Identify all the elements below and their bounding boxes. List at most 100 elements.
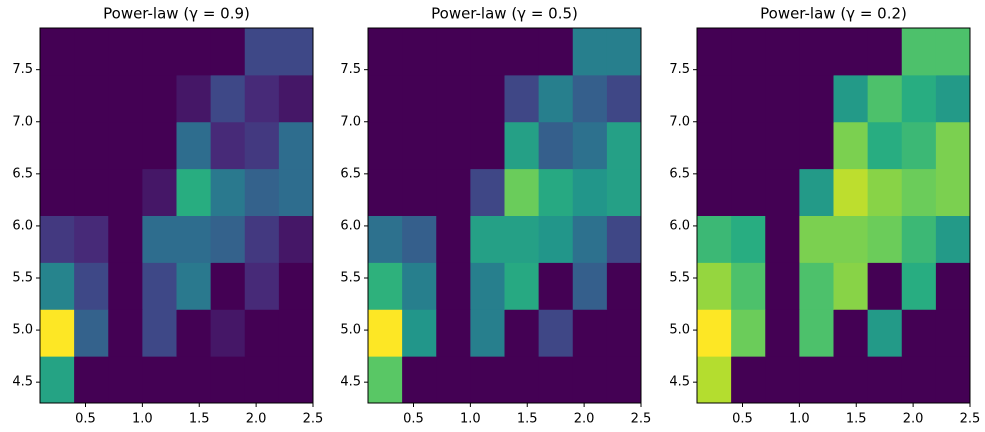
hist-cell	[731, 168, 766, 216]
hist-cell	[901, 262, 937, 310]
hist-cell	[142, 262, 177, 310]
hist-cell	[368, 28, 403, 76]
hist-cell	[833, 168, 869, 216]
hist-cell	[697, 28, 732, 76]
hist-cell	[368, 168, 403, 216]
hist-cell	[697, 309, 732, 357]
y-tick-label: 7.5	[12, 62, 33, 77]
hist-cell	[935, 215, 971, 263]
hist-cell	[74, 262, 109, 310]
hist-cell	[867, 74, 903, 123]
hist-cell	[833, 28, 869, 76]
hist-cell	[538, 356, 574, 404]
hist-cell	[538, 215, 574, 263]
hist-cell	[731, 121, 766, 170]
hist-cell	[572, 262, 608, 310]
axes-frame	[39, 27, 314, 404]
hist-cell	[504, 215, 540, 263]
hist-cell	[765, 215, 800, 263]
hist-cell	[799, 168, 834, 216]
hist-cell	[538, 309, 574, 357]
hist-cell	[402, 309, 437, 357]
hist-cell	[436, 309, 471, 357]
hist-cell	[697, 215, 732, 263]
hist-cell	[436, 28, 471, 76]
hist-cell	[436, 356, 471, 404]
hist-cell	[108, 309, 143, 357]
x-tick-label: 2.0	[903, 412, 924, 427]
hist-cell	[40, 309, 75, 357]
hist-cell	[470, 356, 505, 404]
hist-cell	[833, 74, 869, 123]
hist-cell	[799, 262, 834, 310]
y-tick-label: 5.0	[669, 323, 690, 338]
hist-cell	[244, 168, 280, 216]
hist-cell	[901, 168, 937, 216]
hist-cell	[901, 28, 937, 76]
chart-title: Power-law (γ = 0.5)	[431, 5, 578, 23]
hist-cell	[867, 356, 903, 404]
y-tick-label: 4.5	[12, 375, 33, 390]
hist-cell	[470, 74, 505, 123]
hist-cell	[108, 215, 143, 263]
hist-cell	[572, 356, 608, 404]
x-tick-label: 1.0	[460, 412, 481, 427]
hist-cell	[40, 215, 75, 263]
hist-cell	[368, 262, 403, 310]
hist-cell	[402, 121, 437, 170]
hist-cell	[108, 121, 143, 170]
axes-frame	[367, 27, 642, 404]
hist-cell	[74, 215, 109, 263]
hist-cell	[278, 168, 314, 216]
hist-cell	[108, 28, 143, 76]
hist-cell	[538, 168, 574, 216]
y-tick-label: 6.5	[12, 166, 33, 181]
hist-cell	[799, 121, 834, 170]
hist-cell	[606, 215, 642, 263]
hist-cell	[538, 262, 574, 310]
x-tick-label: 1.0	[132, 412, 153, 427]
hist-cell	[40, 74, 75, 123]
x-tick-label: 2.5	[303, 412, 324, 427]
hist-cell	[833, 356, 869, 404]
x-tick-label: 0.5	[403, 412, 424, 427]
hist-cell	[765, 309, 800, 357]
hist-cell	[142, 121, 177, 170]
hist-cell	[765, 356, 800, 404]
y-tick-label: 5.5	[12, 271, 33, 286]
hist-cell	[244, 262, 280, 310]
hist-cell	[504, 28, 540, 76]
y-tick-label: 7.5	[669, 62, 690, 77]
hist-cell	[470, 168, 505, 216]
hist-cell	[176, 309, 212, 357]
hist-cell	[572, 168, 608, 216]
hist-cell	[572, 215, 608, 263]
y-tick-label: 6.0	[340, 218, 361, 233]
hist-cell	[244, 121, 280, 170]
hist-cell	[278, 121, 314, 170]
chart-title: Power-law (γ = 0.2)	[760, 5, 907, 23]
hist-cell	[108, 356, 143, 404]
hist-cell	[606, 356, 642, 404]
hist-cell	[697, 262, 732, 310]
hist-cell	[765, 121, 800, 170]
hist-cell	[833, 215, 869, 263]
hist-cell	[606, 309, 642, 357]
y-tick-label: 5.0	[12, 323, 33, 338]
x-tick-label: 1.5	[189, 412, 210, 427]
hist-cell	[74, 121, 109, 170]
hist-cell	[901, 121, 937, 170]
hist-cell	[210, 356, 246, 404]
hist-cell	[74, 74, 109, 123]
hist-cell	[244, 215, 280, 263]
hist-cell	[176, 168, 212, 216]
hist-cell	[572, 28, 608, 76]
hist-cell	[697, 356, 732, 404]
hist-cell	[244, 74, 280, 123]
hist-cell	[901, 215, 937, 263]
hist-cell	[901, 74, 937, 123]
hist-cell	[436, 121, 471, 170]
hist-cell	[867, 215, 903, 263]
hist-cell	[436, 74, 471, 123]
